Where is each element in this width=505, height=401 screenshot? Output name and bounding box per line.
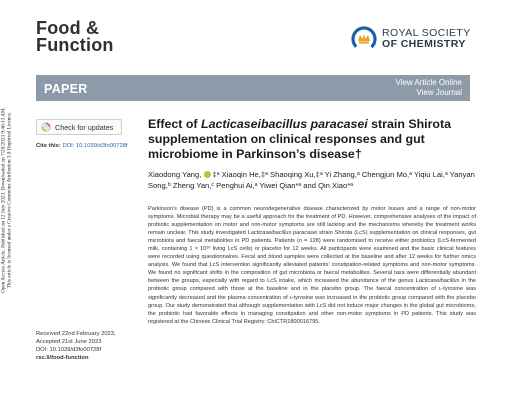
journal-short-link[interactable]: rsc.li/food-function bbox=[36, 355, 89, 361]
title-prefix: Effect of bbox=[148, 117, 202, 131]
check-for-updates-label: Check for updates bbox=[55, 122, 114, 132]
rsc-line2: OF CHEMISTRY bbox=[382, 38, 466, 50]
abstract-genus: Lacticaseibacillus bbox=[415, 278, 460, 285]
view-article-online-link[interactable]: View Article Online bbox=[395, 78, 462, 87]
received-doi[interactable]: DOI: 10.1039/d3fo00728f bbox=[36, 347, 102, 353]
check-for-updates-button[interactable]: Check for updates bbox=[36, 119, 122, 135]
view-journal-link[interactable]: View Journal bbox=[416, 88, 462, 97]
title-species: Lacticaseibacillus paracasei bbox=[201, 117, 368, 131]
authors-text: Xiaodong Yang, ‡ᵃ Xiaoqin He,‡ᵃ Shaoqing… bbox=[148, 170, 475, 190]
received-date: Received 22nd February 2023, bbox=[36, 331, 116, 337]
side-note-line2: This article is licensed under a Creativ… bbox=[7, 111, 13, 289]
abstract-part1: Parkinson’s disease (PD) is a common neu… bbox=[148, 206, 476, 237]
journal-title-line1: Food & bbox=[36, 18, 100, 38]
cite-doi-link[interactable]: DOI: 10.1039/d3fo00728f bbox=[62, 143, 128, 149]
journal-title-line2: Function bbox=[36, 35, 114, 55]
cite-label: Cite this: bbox=[36, 143, 61, 149]
accepted-date: Accepted 21st June 2023 bbox=[36, 339, 102, 345]
title-rest: strain Shirota supplementation on clinic… bbox=[148, 117, 452, 162]
rsc-logo[interactable]: ROYAL SOCIETY OF CHEMISTRY bbox=[351, 26, 471, 52]
abstract-species: Lacticaseibacillus paracasei bbox=[247, 230, 318, 237]
received-info: Received 22nd February 2023, Accepted 21… bbox=[36, 330, 116, 362]
rsc-crown-icon bbox=[351, 26, 377, 52]
abstract-n: n bbox=[298, 238, 303, 245]
refresh-icon bbox=[41, 122, 51, 132]
abstract: Parkinson’s disease (PD) is a common neu… bbox=[148, 205, 476, 326]
abstract-part3: = 128) were randomised to receive either… bbox=[148, 238, 476, 285]
article-title: Effect of Lacticaseibacillus paracasei s… bbox=[148, 117, 478, 163]
article-type-banner: PAPER View Article Online View Journal bbox=[36, 75, 470, 101]
cite-line: Cite this: DOI: 10.1039/d3fo00728f bbox=[36, 143, 128, 149]
open-access-side-note: Open Access Article. Published on 12 Jul… bbox=[0, 0, 14, 401]
rsc-line1: ROYAL SOCIETY bbox=[382, 27, 471, 39]
abstract-part4: in the probiotic group compared with tho… bbox=[148, 278, 476, 325]
abstract-part2: strain Shirota (LcS) supplementation on … bbox=[148, 230, 477, 245]
orcid-icon[interactable] bbox=[204, 171, 212, 178]
banner-label: PAPER bbox=[44, 82, 88, 96]
journal-title[interactable]: Food & Function bbox=[36, 18, 114, 55]
author-list: Xiaodong Yang, ‡ᵃ Xiaoqin He,‡ᵃ Shaoqing… bbox=[148, 170, 478, 191]
